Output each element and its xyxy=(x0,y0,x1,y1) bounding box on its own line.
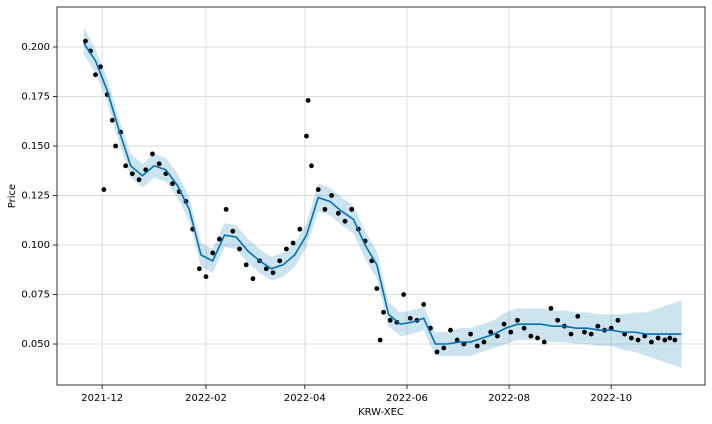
observed-point xyxy=(290,240,296,246)
observed-point xyxy=(434,349,440,355)
observed-point xyxy=(322,206,328,212)
observed-point xyxy=(98,64,103,70)
observed-point xyxy=(588,331,594,337)
observed-point xyxy=(305,98,311,103)
observed-point xyxy=(649,339,654,345)
observed-point xyxy=(210,250,216,256)
observed-point xyxy=(662,337,668,343)
x-tick-label: 2022-10 xyxy=(590,393,632,404)
observed-point xyxy=(501,321,507,327)
observed-point xyxy=(568,331,574,337)
observed-point xyxy=(407,315,413,321)
observed-point xyxy=(342,218,348,224)
observed-point xyxy=(377,337,383,343)
observed-point xyxy=(113,143,119,149)
x-tick-label: 2022-04 xyxy=(284,393,326,404)
observed-point xyxy=(672,337,678,343)
plot-frame xyxy=(56,6,706,386)
observed-point xyxy=(474,343,480,349)
observed-point xyxy=(277,258,283,264)
observed-point xyxy=(93,72,98,78)
observed-point xyxy=(454,337,460,343)
y-tick-label: 0.200 xyxy=(21,42,50,53)
x-axis-label: KRW-XEC xyxy=(358,407,404,418)
observed-point xyxy=(315,187,321,192)
y-tick-label: 0.175 xyxy=(21,92,50,103)
x-tick-label: 2022-08 xyxy=(488,393,530,404)
observed-point xyxy=(595,323,601,329)
forecast-line xyxy=(83,42,682,345)
observed-point xyxy=(250,276,256,282)
observed-point xyxy=(374,286,380,291)
y-tick-label: 0.075 xyxy=(21,290,50,301)
observed-point xyxy=(481,339,487,345)
observed-point xyxy=(349,206,355,212)
observed-point xyxy=(494,333,500,339)
observed-point xyxy=(441,345,447,351)
x-tick-label: 2021-12 xyxy=(81,393,123,404)
y-tick-label: 0.125 xyxy=(21,191,50,202)
observed-point xyxy=(283,246,289,252)
observed-point xyxy=(555,317,561,323)
observed-point xyxy=(297,226,303,232)
observed-point xyxy=(582,329,587,335)
observed-point xyxy=(628,335,634,341)
observed-point xyxy=(203,274,209,280)
observed-point xyxy=(223,206,229,212)
observed-point xyxy=(83,38,88,44)
observed-point xyxy=(535,335,540,341)
observed-point xyxy=(243,262,249,268)
y-tick-label: 0.100 xyxy=(21,240,50,251)
x-tick-label: 2022-06 xyxy=(386,393,428,404)
observed-point xyxy=(468,331,473,337)
observed-point xyxy=(304,133,309,139)
observed-point xyxy=(329,193,335,198)
observed-point xyxy=(156,161,162,167)
observed-point xyxy=(541,339,547,345)
observed-point xyxy=(508,329,514,335)
observed-point xyxy=(548,305,554,311)
uncertainty-band xyxy=(83,27,682,368)
plot-area xyxy=(57,7,705,385)
observed-point xyxy=(635,337,641,343)
observed-point xyxy=(667,335,673,341)
observed-point xyxy=(488,329,494,335)
x-tick-label: 2022-02 xyxy=(185,393,227,404)
observed-point xyxy=(401,292,407,297)
y-axis-label: Price xyxy=(7,184,18,208)
observed-point xyxy=(123,163,129,169)
observed-point xyxy=(421,302,427,307)
y-tick-label: 0.150 xyxy=(21,141,50,152)
observed-point xyxy=(237,246,242,252)
observed-point xyxy=(515,317,520,323)
observed-point xyxy=(230,228,236,234)
y-tick-label: 0.050 xyxy=(21,339,50,350)
observed-point xyxy=(655,335,661,341)
observed-point xyxy=(150,151,155,157)
observed-point xyxy=(448,327,453,333)
observed-point xyxy=(196,266,202,272)
observed-point xyxy=(381,309,386,315)
observed-point xyxy=(642,333,648,339)
observed-point xyxy=(387,317,393,323)
observed-point xyxy=(136,177,142,183)
observed-point xyxy=(615,317,621,323)
observed-point xyxy=(129,171,135,177)
observed-point xyxy=(109,117,115,123)
observed-point xyxy=(521,325,527,331)
observed-point xyxy=(263,266,269,272)
observed-point xyxy=(170,181,175,187)
observed-point xyxy=(101,187,107,192)
observed-point xyxy=(270,270,276,276)
observed-point xyxy=(575,313,581,319)
observed-point xyxy=(335,210,341,216)
observed-point xyxy=(528,333,534,339)
observed-point xyxy=(217,236,222,242)
observed-point xyxy=(309,163,314,169)
